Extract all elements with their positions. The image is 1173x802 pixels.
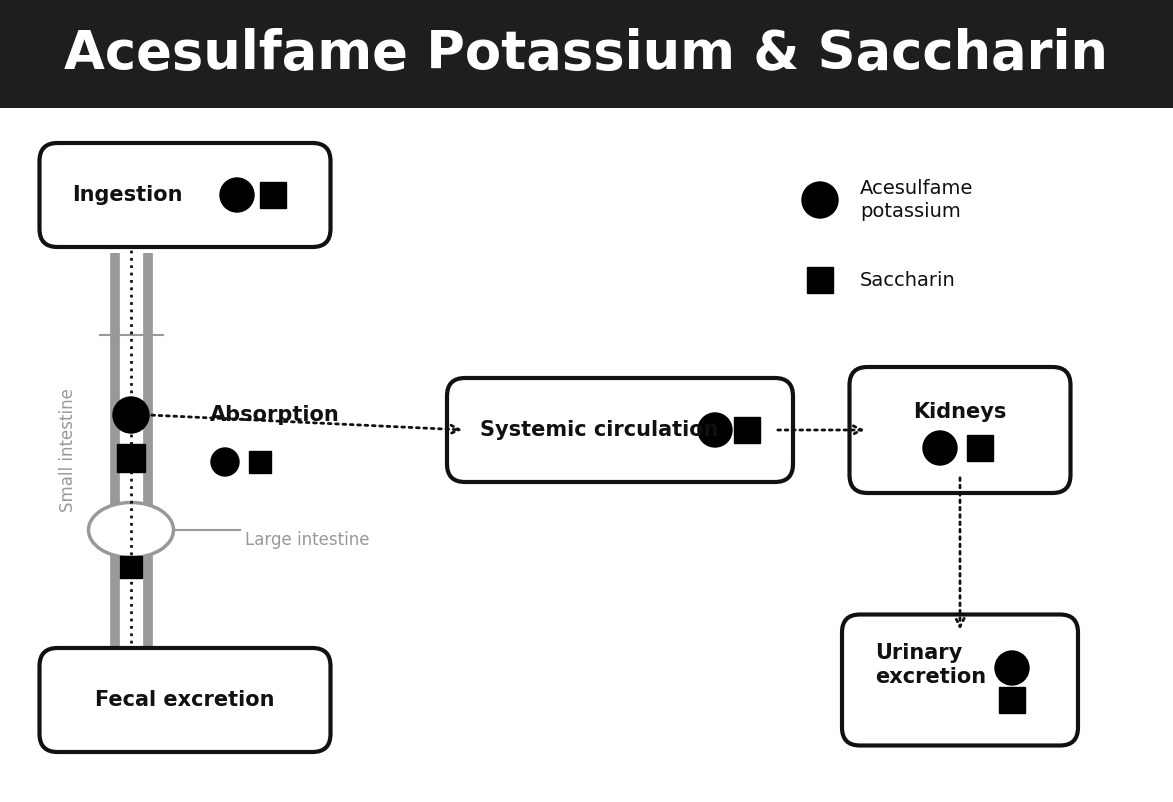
Bar (249, 451, 271, 473)
Text: Kidneys: Kidneys (914, 402, 1006, 422)
FancyBboxPatch shape (849, 367, 1071, 493)
Bar (807, 267, 833, 293)
Bar (0, 0, 1173, 108)
FancyBboxPatch shape (447, 378, 793, 482)
Text: Urinary
excretion: Urinary excretion (875, 642, 986, 687)
FancyBboxPatch shape (40, 143, 331, 247)
Circle shape (995, 651, 1029, 685)
Circle shape (221, 178, 255, 212)
Bar (117, 444, 145, 472)
FancyBboxPatch shape (40, 648, 331, 752)
FancyBboxPatch shape (842, 614, 1078, 746)
Text: Acesulfame Potassium & Saccharin: Acesulfame Potassium & Saccharin (65, 28, 1108, 80)
Bar (120, 556, 142, 578)
Bar (999, 687, 1025, 713)
Text: Large intestine: Large intestine (245, 531, 369, 549)
Circle shape (211, 448, 239, 476)
Bar (967, 435, 994, 461)
Circle shape (113, 397, 149, 433)
Text: Ingestion: Ingestion (73, 185, 183, 205)
Text: Fecal excretion: Fecal excretion (95, 690, 274, 710)
Circle shape (802, 182, 838, 218)
Circle shape (923, 431, 957, 465)
Text: Acesulfame
potassium: Acesulfame potassium (860, 179, 974, 221)
Text: Small intestine: Small intestine (59, 388, 77, 512)
Text: Systemic circulation: Systemic circulation (480, 420, 719, 440)
Text: Absorption: Absorption (210, 405, 340, 425)
Text: Saccharin: Saccharin (860, 270, 956, 290)
Bar (260, 182, 286, 208)
Bar (734, 417, 760, 443)
Ellipse shape (88, 503, 174, 557)
Circle shape (698, 413, 732, 447)
